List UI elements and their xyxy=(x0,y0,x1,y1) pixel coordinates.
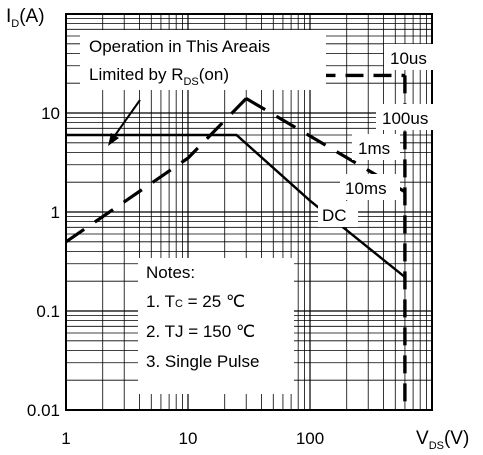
y-tick-label: 1 xyxy=(51,203,60,222)
tick-labels: 1 10 100 10 1 0.1 0.01 xyxy=(27,104,324,448)
x-axis-label: VDS(V) xyxy=(416,428,469,452)
label-10ms-box xyxy=(340,174,400,200)
y-tick-label: 0.01 xyxy=(27,401,60,420)
y-axis-label: ID(A) xyxy=(6,6,45,30)
y-tick-label: 10 xyxy=(41,104,60,123)
notes-box xyxy=(138,258,294,394)
series-dc-line xyxy=(66,133,406,279)
rds-note-line2: Limited by RDS(on) xyxy=(89,65,229,88)
label-dc: DC xyxy=(322,206,347,225)
rds-note-box xyxy=(80,30,326,90)
rds-note-arrowhead xyxy=(108,133,119,146)
y-tick-label: 0.1 xyxy=(36,302,60,321)
label-10ms: 10ms xyxy=(345,179,387,198)
label-10us: 10us xyxy=(390,49,427,68)
label-dc-box xyxy=(318,201,358,227)
label-100us-box xyxy=(376,104,444,130)
x-tick-label: 10 xyxy=(179,429,198,448)
plot-frame xyxy=(65,13,433,411)
label-1ms: 1ms xyxy=(358,139,390,158)
rds-note-arrow xyxy=(110,99,141,142)
note-tc: 1. TC = 25 ℃ xyxy=(146,292,245,311)
x-tick-label: 100 xyxy=(296,429,324,448)
note-tj: 2. TJ = 150 ℃ xyxy=(146,322,255,341)
rds-note-line1: Operation in This Areais xyxy=(89,37,270,56)
label-100us: 100us xyxy=(382,109,428,128)
label-10us-box xyxy=(384,44,442,70)
x-tick-label: 1 xyxy=(61,429,70,448)
series-rds-limit-line xyxy=(65,97,248,244)
notes-title: Notes: xyxy=(146,263,195,282)
note-single-pulse: 3. Single Pulse xyxy=(146,352,259,371)
label-1ms-box xyxy=(352,134,400,160)
